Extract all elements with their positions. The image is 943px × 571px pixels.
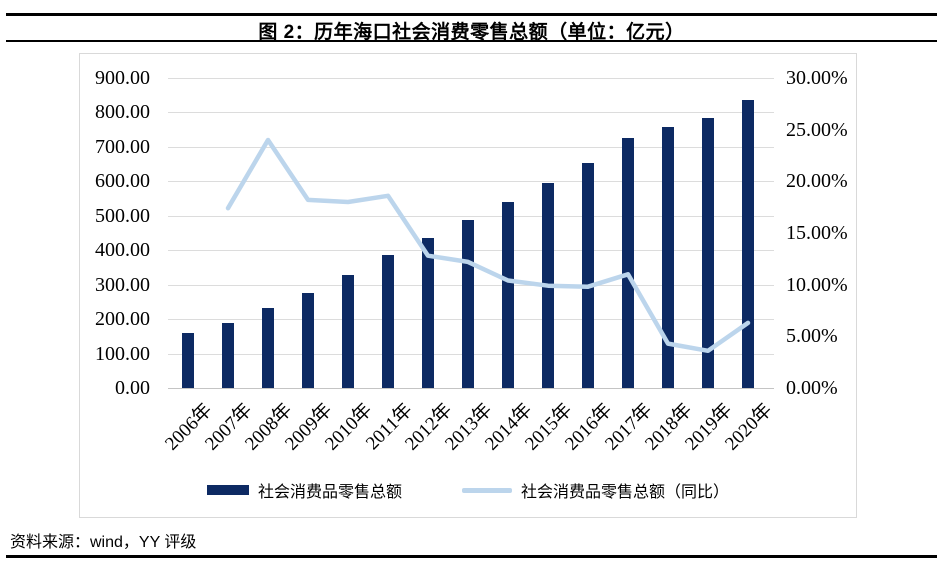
gridline	[168, 78, 774, 79]
bar-2012年	[422, 237, 434, 388]
left-axis-tick: 400.00	[95, 239, 150, 262]
yoy-line	[225, 137, 751, 354]
legend-label-bar: 社会消费品零售总额	[257, 484, 402, 501]
left-axis-tick: 900.00	[95, 67, 150, 89]
legend-item-bar: 社会消费品零售总额	[206, 478, 402, 502]
bar-2009年	[302, 292, 314, 388]
right-axis-tick: 5.00%	[786, 325, 838, 348]
right-axis-tick: 0.00%	[786, 377, 838, 399]
right-axis-tick: 20.00%	[786, 170, 848, 193]
title-divider-rule	[6, 40, 937, 42]
bar-2011年	[382, 255, 394, 388]
left-axis-tick: 100.00	[95, 342, 150, 365]
left-axis-tick: 800.00	[95, 101, 150, 124]
gridline	[168, 146, 774, 148]
right-axis-tick: 15.00%	[786, 222, 848, 244]
left-axis-tick: 600.00	[95, 170, 150, 193]
gridline	[168, 215, 774, 217]
bar-2006年	[182, 332, 194, 388]
left-axis-tick: 500.00	[95, 204, 150, 227]
bar-2010年	[342, 275, 354, 388]
legend: 社会消费品零售总额 社会消费品零售总额（同比）	[80, 478, 856, 502]
source-note: 资料来源：wind，YY 评级	[10, 534, 197, 551]
bar-2016年	[582, 163, 594, 388]
left-axis-tick: 200.00	[95, 308, 150, 331]
bar-2014年	[502, 202, 514, 388]
chart-card: 900.00 800.00 700.00 600.00 500.00 400.00 300.…	[79, 53, 857, 518]
legend-item-line: 社会消费品零售总额（同比）	[462, 478, 729, 502]
x-axis-line	[168, 388, 774, 389]
bar-2018年	[662, 127, 674, 388]
top-rule	[6, 13, 937, 16]
line-series-swatch	[462, 487, 512, 493]
left-axis-tick: 300.00	[95, 273, 150, 296]
gridline	[168, 112, 774, 114]
bottom-rule	[6, 555, 937, 558]
bar-series-swatch	[206, 485, 249, 495]
bar-2019年	[702, 117, 714, 388]
bar-2020年	[742, 100, 754, 388]
legend-label-line: 社会消费品零售总额（同比）	[521, 484, 730, 501]
right-axis-tick: 10.00%	[786, 273, 848, 296]
gridline	[168, 181, 774, 183]
left-axis-tick: 0.00	[115, 377, 150, 399]
figure-title: 图 2：历年海口社会消费零售总额（单位：亿元）	[258, 22, 685, 43]
right-axis-tick: 30.00%	[786, 67, 848, 89]
right-axis-tick: 25.00%	[786, 118, 848, 141]
bar-2007年	[222, 323, 234, 388]
yoy-line-layer	[225, 137, 751, 354]
bar-2017年	[622, 137, 634, 388]
left-axis-tick: 700.00	[95, 135, 150, 158]
plot-area	[168, 78, 774, 389]
bar-2008年	[262, 307, 274, 388]
